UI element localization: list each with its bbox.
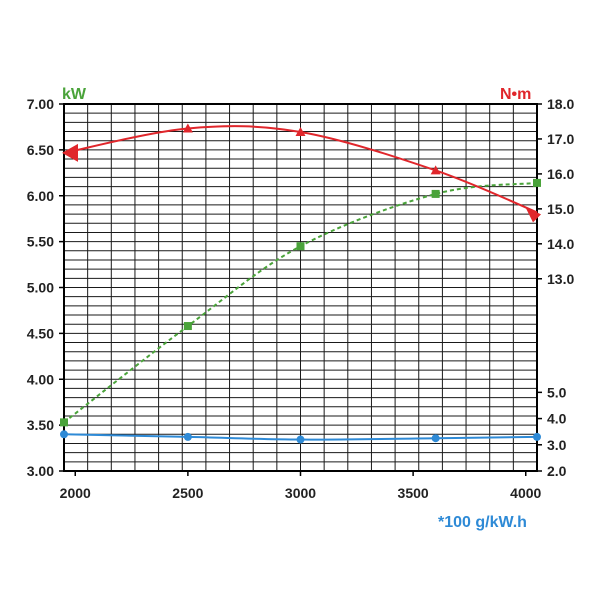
right-torque-tick-label: 17.0 [547, 131, 574, 147]
series-layer [60, 123, 541, 444]
data-point-torque-nm [430, 165, 441, 175]
data-point-fuel-consumption [431, 434, 440, 443]
x-axis-tick-label: 3500 [398, 485, 429, 501]
x-axis-tick-label: 2000 [60, 485, 91, 501]
data-point-power-kw [431, 189, 440, 198]
right-axis-fuel-unit: *100 g/kW.h [438, 514, 527, 531]
left-axis-tick-label: 6.50 [27, 142, 54, 158]
right-fuel-tick-label: 4.0 [547, 411, 567, 427]
x-axis-tick-label: 3000 [285, 485, 316, 501]
data-point-fuel-consumption [296, 435, 305, 444]
left-axis-tick-label: 3.00 [27, 463, 54, 479]
data-point-torque-nm [182, 123, 193, 133]
data-point-torque-nm [525, 206, 541, 223]
data-point-torque-nm [62, 143, 78, 162]
right-torque-tick-label: 15.0 [547, 201, 574, 217]
left-axis-tick-label: 5.00 [27, 280, 54, 296]
right-torque-tick-label: 14.0 [547, 236, 574, 252]
label-layer: kW N•m *100 g/kW.h [62, 86, 531, 531]
axis-layer: 3.00 3.50 4.00 4.50 5.00 5.50 6.00 6.50 7.00 2000… [27, 96, 575, 501]
data-point-power-kw [183, 322, 192, 331]
right-torque-tick-label: 16.0 [547, 166, 574, 182]
right-fuel-tick-label: 2.0 [547, 463, 567, 479]
right-fuel-tick-label: 3.0 [547, 437, 567, 453]
left-axis-tick-label: 3.50 [27, 417, 54, 433]
grid-layer [64, 104, 537, 471]
left-axis-tick-label: 4.50 [27, 325, 54, 341]
left-axis-tick-label: 6.00 [27, 188, 54, 204]
data-point-power-kw [296, 242, 305, 251]
left-axis-tick-label: 7.00 [27, 96, 54, 112]
data-point-fuel-consumption [533, 432, 541, 441]
x-axis-tick-label: 2500 [172, 485, 203, 501]
data-point-torque-nm [295, 126, 306, 136]
right-torque-tick-label: 13.0 [547, 271, 574, 287]
right-axis-torque-unit: N•m [500, 86, 531, 103]
data-point-power-kw [60, 418, 68, 427]
left-axis-tick-label: 5.50 [27, 234, 54, 250]
data-point-fuel-consumption [60, 430, 68, 439]
data-point-power-kw [533, 178, 541, 187]
left-axis-unit: kW [62, 86, 87, 103]
right-fuel-tick-label: 5.0 [547, 384, 567, 400]
right-torque-tick-label: 18.0 [547, 96, 574, 112]
x-axis-tick-label: 4000 [510, 485, 541, 501]
data-point-fuel-consumption [183, 432, 192, 441]
left-axis-tick-label: 4.00 [27, 371, 54, 387]
